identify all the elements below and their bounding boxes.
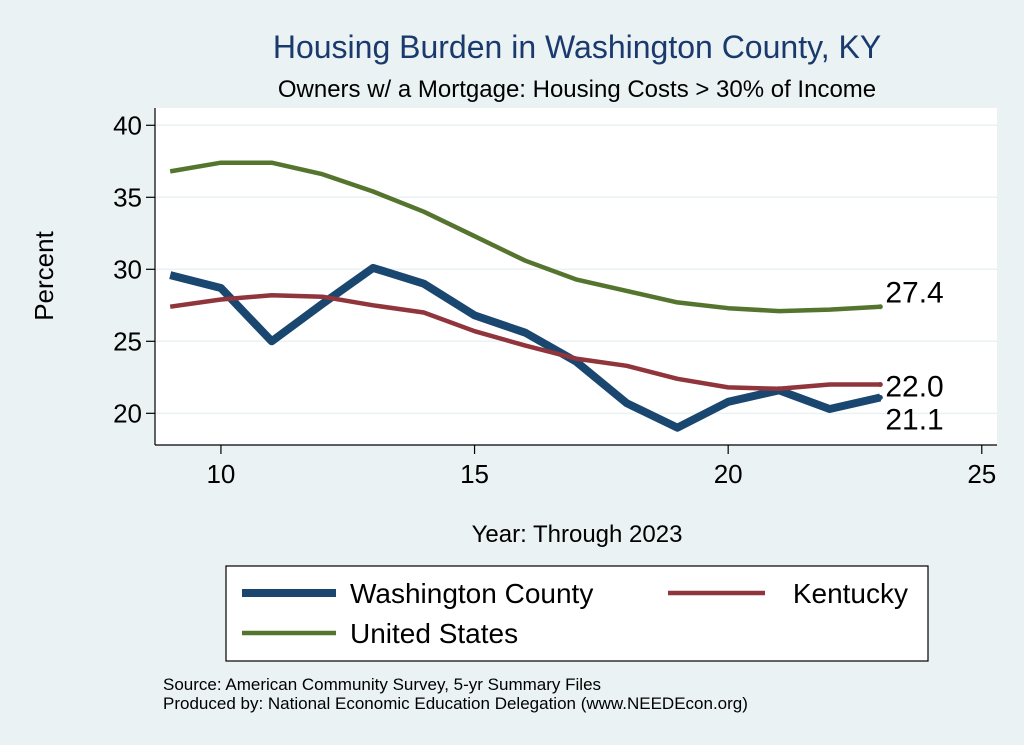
x-tick-label-10: 10 [206, 459, 235, 489]
x-tick-label-20: 20 [714, 459, 743, 489]
legend-box [225, 565, 929, 662]
source-note: Source: American Community Survey, 5-yr … [163, 675, 601, 694]
end-point-united-states [877, 304, 883, 310]
series-line-united-states [169, 160, 881, 314]
chart-title: Housing Burden in Washington County, KY [273, 29, 881, 65]
y-tick-label-35: 35 [113, 182, 142, 212]
produced-by-note: Produced by: National Economic Education… [163, 694, 748, 713]
y-ticks: 20 25 30 35 40 [113, 110, 155, 428]
end-point-washington-county [877, 394, 883, 400]
series-lines [169, 160, 882, 432]
legend-label-united-states: United States [350, 618, 518, 649]
end-label-united-states: 27.4 [885, 277, 943, 310]
y-tick-label-25: 25 [113, 326, 142, 356]
axes [154, 108, 997, 446]
plot-area [155, 108, 997, 445]
y-tick-label-20: 20 [113, 398, 142, 428]
legend-label-kentucky: Kentucky [793, 578, 908, 609]
series-line-washington-county [169, 263, 882, 432]
series-line-kentucky [169, 292, 881, 392]
end-point-kentucky [877, 382, 883, 388]
end-label-kentucky: 22.0 [885, 371, 943, 404]
legend: Washington County Kentucky United States [242, 578, 908, 649]
x-tick-label-15: 15 [460, 459, 489, 489]
x-ticks: 10 15 20 25 [206, 445, 996, 489]
y-axis-label: Percent [29, 230, 59, 320]
y-tick-label-30: 30 [113, 254, 142, 284]
x-axis-label: Year: Through 2023 [472, 521, 683, 548]
end-label-washington-county: 21.1 [885, 403, 943, 436]
grid-lines [155, 124, 997, 415]
end-labels: 21.122.0 27.4 [877, 277, 944, 436]
x-tick-label-25: 25 [967, 459, 996, 489]
y-tick-label-40: 40 [113, 110, 142, 140]
chart-subtitle: Owners w/ a Mortgage: Housing Costs > 30… [278, 76, 876, 103]
legend-label-washington-county: Washington County [350, 578, 593, 609]
